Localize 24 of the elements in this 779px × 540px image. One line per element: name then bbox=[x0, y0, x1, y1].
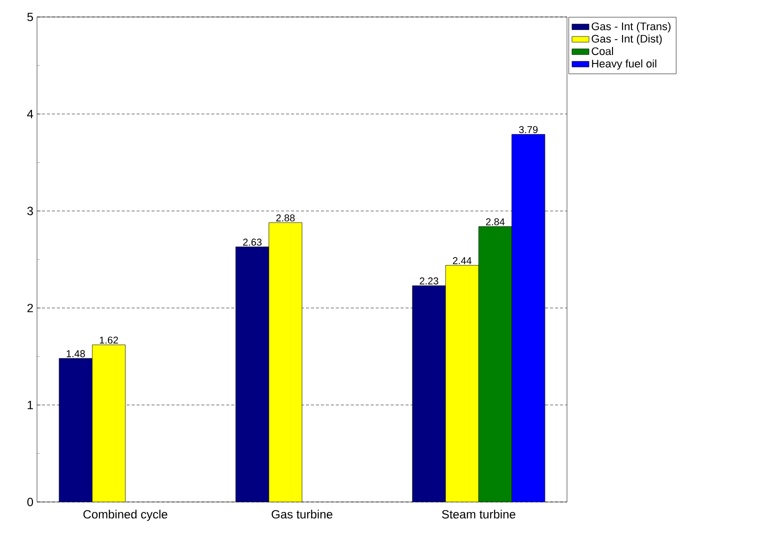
data-label: 2.44 bbox=[452, 257, 472, 264]
data-label: 1.48 bbox=[66, 350, 85, 358]
bar bbox=[236, 246, 270, 502]
data-label: 3.79 bbox=[519, 126, 538, 134]
y-tick-label: 5 bbox=[27, 12, 33, 22]
data-label: 2.23 bbox=[420, 277, 438, 284]
y-tick-label: 2 bbox=[27, 304, 33, 312]
y-tick-label: 0 bbox=[27, 498, 34, 506]
y-tick-label: 3 bbox=[27, 206, 33, 216]
legend-label: Coal bbox=[592, 47, 613, 56]
data-label: 2.63 bbox=[243, 238, 262, 246]
y-tick-label: 4 bbox=[27, 110, 34, 118]
legend-label: Gas - Int (Trans) bbox=[592, 22, 670, 32]
bar bbox=[412, 285, 446, 502]
legend-label: Heavy fuel oil bbox=[592, 59, 656, 70]
bar bbox=[58, 358, 92, 502]
data-label: 1.62 bbox=[100, 336, 118, 344]
x-tick-label: Gas turbine bbox=[272, 510, 332, 519]
y-tick-label: 1 bbox=[28, 400, 33, 410]
legend-label: Gas - Int (Dist) bbox=[592, 34, 662, 45]
data-label: 2.84 bbox=[486, 218, 505, 226]
x-tick-label: Steam turbine bbox=[442, 510, 516, 519]
x-tick-label: Combined cycle bbox=[83, 510, 168, 521]
data-label: 2.88 bbox=[276, 214, 295, 222]
